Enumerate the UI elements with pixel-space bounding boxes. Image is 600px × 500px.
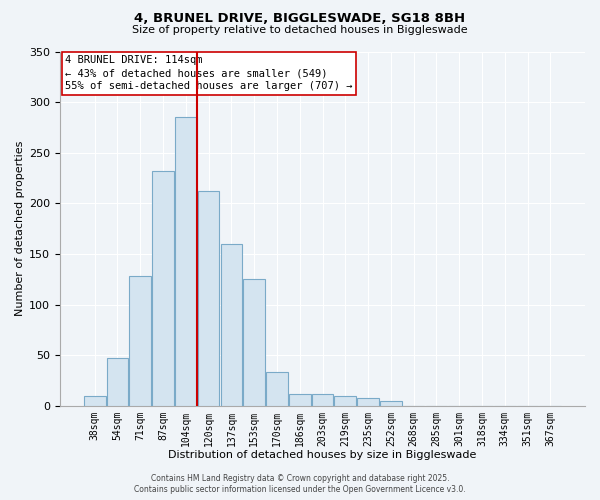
Bar bbox=[175, 118, 197, 406]
Text: Contains HM Land Registry data © Crown copyright and database right 2025.
Contai: Contains HM Land Registry data © Crown c… bbox=[134, 474, 466, 494]
X-axis label: Distribution of detached houses by size in Biggleswade: Distribution of detached houses by size … bbox=[169, 450, 476, 460]
Bar bbox=[380, 400, 401, 406]
Text: Size of property relative to detached houses in Biggleswade: Size of property relative to detached ho… bbox=[132, 25, 468, 35]
Bar bbox=[221, 244, 242, 406]
Bar bbox=[311, 394, 334, 406]
Bar bbox=[357, 398, 379, 406]
Bar bbox=[130, 276, 151, 406]
Bar bbox=[289, 394, 311, 406]
Bar bbox=[84, 396, 106, 406]
Bar bbox=[152, 171, 174, 406]
Bar bbox=[244, 279, 265, 406]
Bar bbox=[107, 358, 128, 406]
Bar bbox=[198, 191, 220, 406]
Text: 4, BRUNEL DRIVE, BIGGLESWADE, SG18 8BH: 4, BRUNEL DRIVE, BIGGLESWADE, SG18 8BH bbox=[134, 12, 466, 26]
Bar bbox=[266, 372, 288, 406]
Text: 4 BRUNEL DRIVE: 114sqm
← 43% of detached houses are smaller (549)
55% of semi-de: 4 BRUNEL DRIVE: 114sqm ← 43% of detached… bbox=[65, 55, 353, 92]
Y-axis label: Number of detached properties: Number of detached properties bbox=[15, 141, 25, 316]
Bar bbox=[334, 396, 356, 406]
